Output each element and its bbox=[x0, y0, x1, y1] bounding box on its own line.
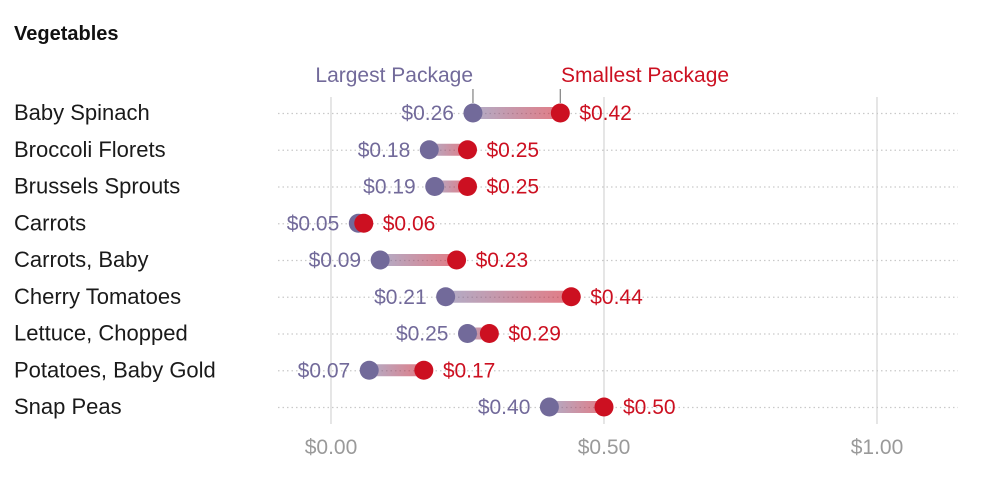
dumbbell-connector bbox=[429, 143, 468, 156]
legend-largest-package: Largest Package bbox=[315, 64, 473, 87]
smallest-package-dot bbox=[447, 250, 467, 270]
smallest-package-value-label: $0.29 bbox=[508, 323, 561, 346]
smallest-package-value-label: $0.42 bbox=[579, 102, 632, 125]
x-tick-label: $1.00 bbox=[851, 436, 904, 459]
dumbbell-connector bbox=[380, 254, 457, 266]
dumbbell-connector bbox=[549, 401, 604, 413]
largest-package-dot bbox=[539, 397, 559, 417]
smallest-package-dot bbox=[561, 287, 581, 307]
category-label: Carrots bbox=[14, 210, 86, 235]
smallest-package-dot bbox=[414, 360, 434, 380]
dumbbell-connector bbox=[472, 107, 561, 119]
category-label: Cherry Tomatoes bbox=[14, 284, 181, 309]
row-layer: Baby Spinach $0.26 $0.42 Broccoli Florets $0… bbox=[14, 100, 676, 419]
smallest-package-value-label: $0.25 bbox=[487, 176, 540, 199]
smallest-package-dot bbox=[354, 213, 374, 233]
legend-smallest-package: Smallest Package bbox=[561, 64, 729, 87]
largest-package-dot bbox=[359, 360, 379, 380]
smallest-package-dot bbox=[458, 177, 477, 196]
largest-package-dot bbox=[436, 287, 456, 307]
largest-package-value-label: $0.26 bbox=[401, 102, 454, 125]
dumbbell-connector bbox=[445, 290, 572, 303]
category-label: Carrots, Baby bbox=[14, 247, 149, 272]
largest-package-dot bbox=[458, 324, 477, 343]
largest-package-dot bbox=[419, 140, 439, 160]
largest-package-value-label: $0.25 bbox=[396, 323, 449, 346]
largest-package-value-label: $0.19 bbox=[363, 176, 416, 199]
smallest-package-dot bbox=[479, 324, 499, 343]
smallest-package-value-label: $0.25 bbox=[487, 139, 540, 162]
largest-package-dot bbox=[463, 103, 483, 123]
smallest-package-value-label: $0.06 bbox=[383, 212, 436, 235]
category-label: Brussels Sprouts bbox=[14, 174, 180, 199]
smallest-package-value-label: $0.50 bbox=[623, 396, 676, 419]
largest-package-value-label: $0.05 bbox=[287, 212, 340, 235]
x-axis: $0.00 $0.50 $1.00 bbox=[305, 436, 904, 459]
smallest-package-dot bbox=[550, 103, 570, 123]
category-label: Broccoli Florets bbox=[14, 137, 166, 162]
smallest-package-value-label: $0.17 bbox=[443, 359, 496, 382]
category-label: Snap Peas bbox=[14, 394, 122, 419]
category-label: Baby Spinach bbox=[14, 100, 150, 125]
largest-package-value-label: $0.18 bbox=[358, 139, 411, 162]
category-label: Potatoes, Baby Gold bbox=[14, 357, 216, 382]
smallest-package-dot bbox=[458, 140, 477, 160]
smallest-package-dot bbox=[594, 397, 614, 417]
legend: Largest Package Smallest Package bbox=[315, 64, 729, 103]
x-tick-label: $0.00 bbox=[305, 436, 358, 459]
x-tick-label: $0.50 bbox=[578, 436, 631, 459]
smallest-package-value-label: $0.44 bbox=[590, 286, 643, 309]
smallest-package-value-label: $0.23 bbox=[476, 249, 529, 272]
dumbbell-connector bbox=[369, 364, 424, 377]
category-label: Lettuce, Chopped bbox=[14, 321, 188, 346]
largest-package-value-label: $0.21 bbox=[374, 286, 427, 309]
largest-package-value-label: $0.07 bbox=[298, 359, 351, 382]
largest-package-value-label: $0.40 bbox=[478, 396, 531, 419]
largest-package-dot bbox=[425, 177, 445, 196]
largest-package-dot bbox=[370, 250, 390, 270]
largest-package-value-label: $0.09 bbox=[309, 249, 362, 272]
chart-title: Vegetables bbox=[14, 23, 119, 45]
